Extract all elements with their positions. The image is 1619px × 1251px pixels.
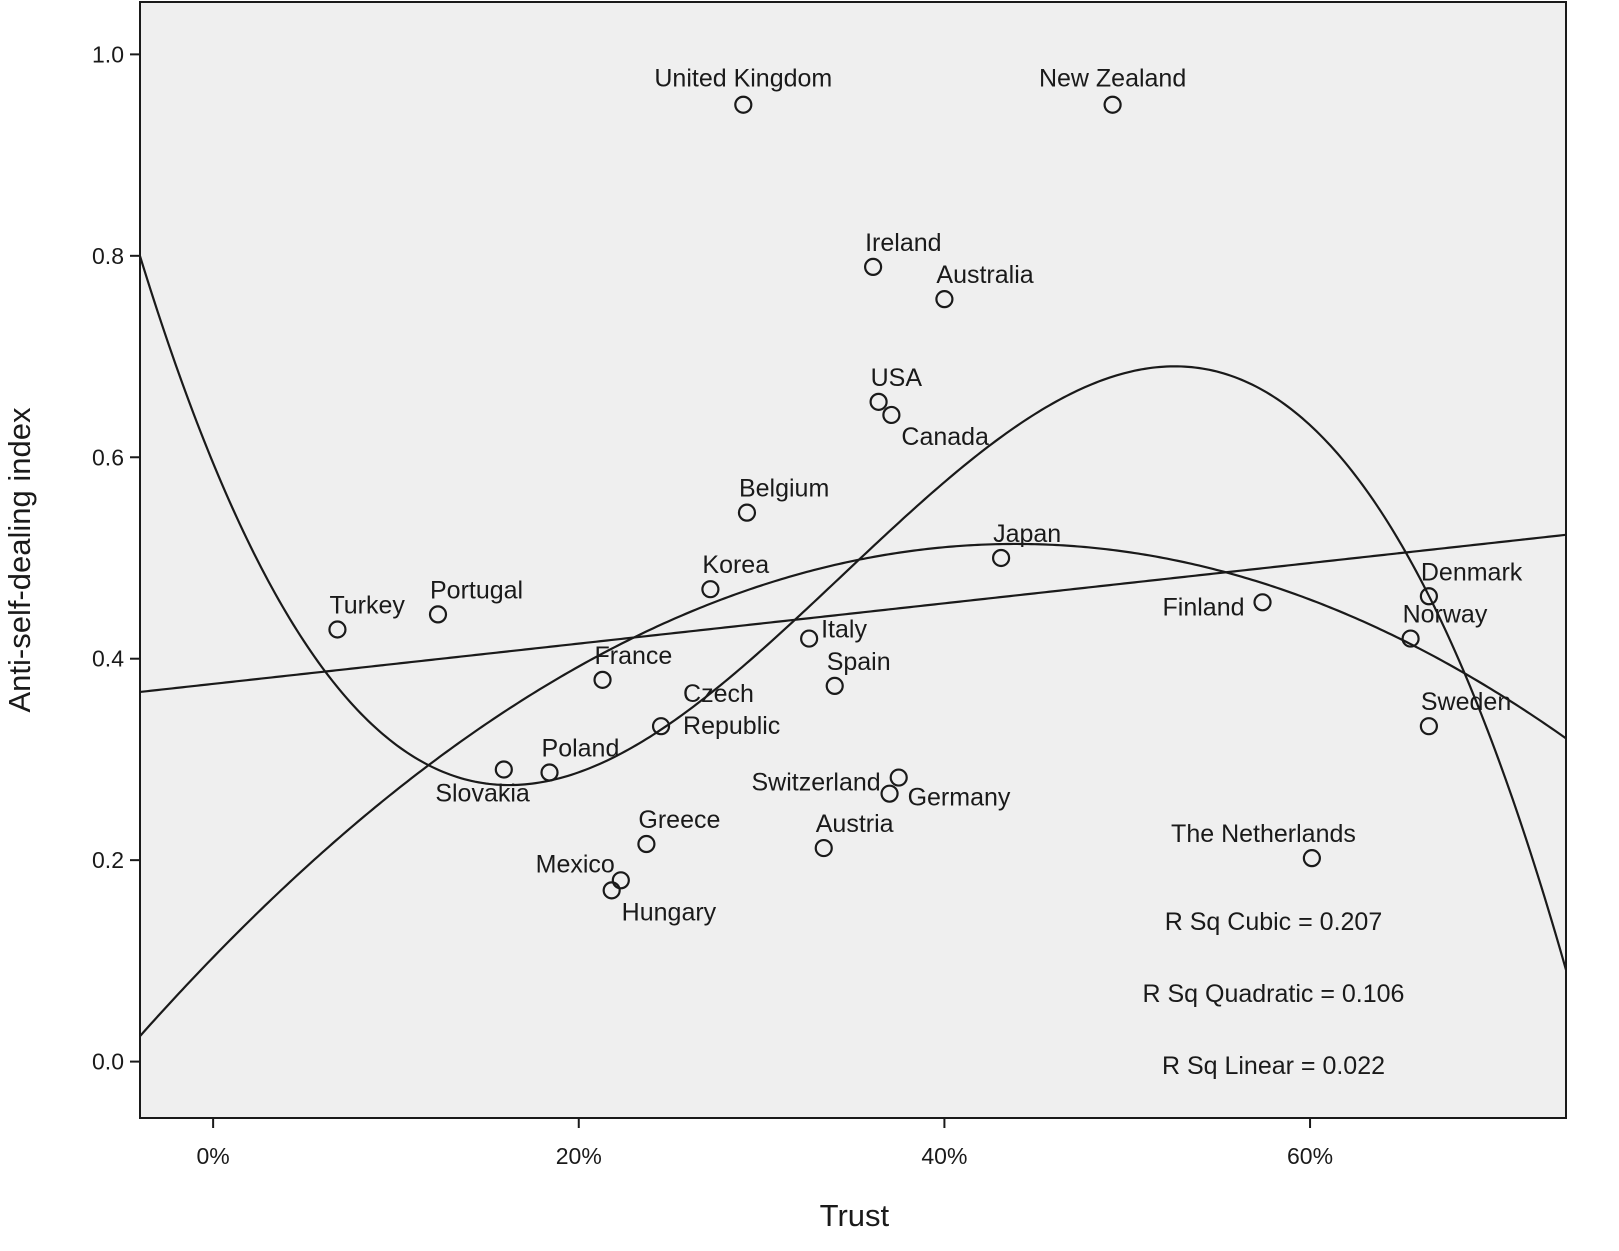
point-label-germany: Germany	[908, 784, 1011, 812]
point-portugal	[428, 605, 448, 624]
point-label-united-kingdom: United Kingdom	[654, 65, 832, 93]
point-austria	[814, 838, 833, 858]
point-label-the-netherlands: The Netherlands	[1171, 820, 1356, 848]
point-usa	[869, 392, 888, 411]
fit-line-quadratic	[140, 542, 1566, 1037]
point-label-portugal: Portugal	[430, 576, 523, 604]
x-tick-label: 40%	[921, 1143, 967, 1169]
point-poland	[540, 763, 559, 782]
point-label-mexico: Mexico	[536, 850, 615, 878]
r-squared-quadratic: R Sq Quadratic = 0.106	[1143, 980, 1405, 1008]
point-italy	[800, 629, 819, 648]
point-ireland	[864, 257, 883, 276]
y-tick-label: 0.8	[92, 243, 124, 269]
r-squared-cubic: R Sq Cubic = 0.207	[1165, 908, 1383, 936]
point-greece	[637, 834, 656, 854]
point-belgium	[737, 503, 757, 522]
y-tick-label: 1.0	[92, 41, 124, 67]
point-label-australia: Australia	[936, 261, 1033, 289]
r-squared-linear: R Sq Linear = 0.022	[1162, 1052, 1385, 1080]
y-tick-label: 0.4	[92, 646, 124, 672]
point-label-spain: Spain	[827, 648, 891, 676]
point-the-netherlands	[1302, 849, 1321, 868]
point-germany	[880, 784, 899, 803]
point-label-poland: Poland	[542, 735, 620, 763]
point-france	[593, 670, 612, 689]
point-label-france: France	[595, 642, 673, 670]
point-label-belgium: Belgium	[739, 475, 829, 503]
fit-line-linear	[140, 533, 1566, 694]
point-label-italy: Italy	[821, 616, 867, 644]
point-label-czech-republic: Czech Republic	[683, 680, 780, 740]
point-sweden	[1419, 717, 1438, 736]
point-label-new-zealand: New Zealand	[1039, 65, 1186, 93]
x-tick-label: 20%	[556, 1143, 602, 1169]
point-denmark	[1419, 587, 1438, 606]
point-label-korea: Korea	[702, 551, 769, 579]
point-czech-republic	[651, 717, 671, 736]
data-points	[328, 95, 1438, 900]
r-squared-annotations: R Sq Cubic = 0.207 R Sq Quadratic = 0.106…	[1143, 908, 1405, 1080]
point-label-switzerland: Switzerland	[751, 769, 880, 797]
point-label-norway: Norway	[1403, 601, 1488, 629]
point-label-turkey: Turkey	[329, 591, 405, 619]
x-tick-label: 60%	[1287, 1143, 1333, 1169]
x-axis-title: Trust	[820, 1198, 890, 1233]
point-new-zealand	[1103, 95, 1122, 114]
point-label-slovakia: Slovakia	[435, 780, 530, 808]
fit-curves	[140, 255, 1566, 1037]
point-australia	[935, 290, 954, 309]
point-hungary	[602, 881, 621, 900]
point-label-greece: Greece	[638, 806, 720, 834]
point-label-finland: Finland	[1163, 593, 1245, 621]
point-label-hungary: Hungary	[622, 898, 717, 926]
point-labels: United Kingdom New Zealand Ireland Australi…	[329, 65, 1522, 927]
axes: 0% 20% 40% 60% 0.0 0.2 0.4 0.6 0.8 1.0	[92, 41, 1333, 1169]
y-tick-label: 0.0	[92, 1049, 124, 1075]
point-switzerland	[889, 768, 908, 787]
point-mexico	[611, 871, 630, 890]
point-label-canada: Canada	[901, 423, 989, 451]
point-canada	[882, 405, 901, 425]
point-label-austria: Austria	[816, 810, 894, 838]
y-tick-label: 0.2	[92, 847, 124, 873]
point-turkey	[328, 620, 347, 639]
point-label-japan: Japan	[993, 520, 1061, 548]
y-axis-title: Anti-self-dealing index	[2, 407, 37, 713]
point-label-usa: USA	[871, 364, 923, 392]
point-finland	[1253, 593, 1272, 612]
point-united-kingdom	[734, 95, 753, 114]
point-korea	[701, 580, 720, 599]
x-tick-label: 0%	[197, 1143, 230, 1169]
point-label-sweden: Sweden	[1421, 688, 1511, 716]
point-label-ireland: Ireland	[865, 229, 941, 257]
point-label-denmark: Denmark	[1421, 558, 1523, 586]
point-norway	[1401, 629, 1420, 648]
fit-line-cubic	[140, 255, 1566, 971]
point-slovakia	[494, 760, 513, 779]
point-spain	[825, 676, 844, 696]
y-tick-label: 0.6	[92, 444, 124, 470]
point-japan	[991, 548, 1011, 568]
